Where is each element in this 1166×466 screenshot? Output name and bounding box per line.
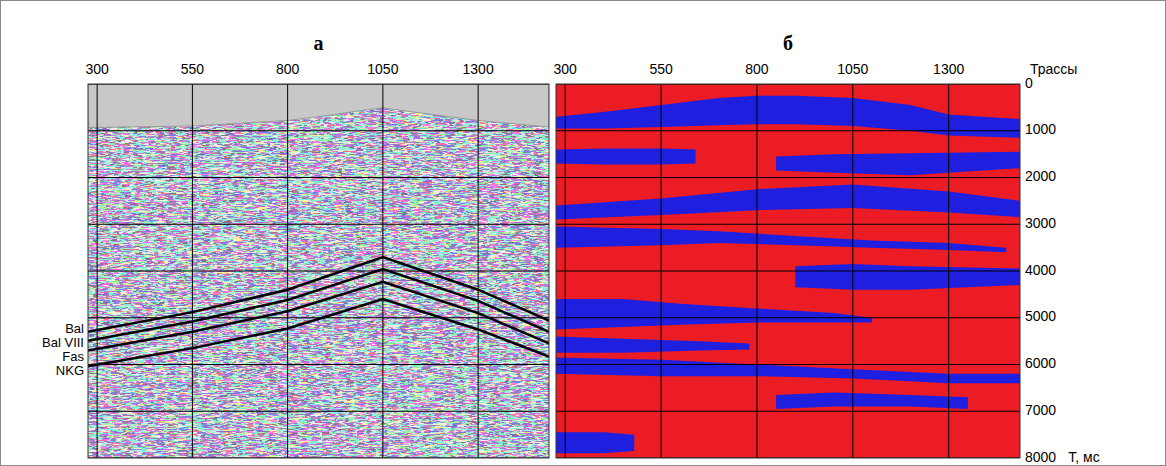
grid-y [556,271,1020,272]
x-tick-label: 300 [85,61,109,77]
y-tick-label: 1000 [1025,121,1056,137]
panel-letter: а [314,32,324,54]
blue-band [556,185,1020,220]
y-tick-label: 2000 [1025,168,1056,184]
blue-band [556,299,872,329]
blue-band [556,96,1020,138]
blue-band [556,336,749,352]
grid-y [556,177,1020,178]
blue-band [776,152,1020,175]
y-tick-label: 6000 [1025,355,1056,371]
plot-frame [556,84,1020,458]
x-tick-label: 800 [745,61,769,77]
blue-band [556,357,1020,383]
x-tick-label: 1050 [367,61,398,77]
blue-band [556,227,1006,253]
blue-band [795,264,1020,290]
grid-y [556,130,1020,131]
horizon [88,299,549,366]
background-class [556,84,1020,458]
grid-y [88,130,549,131]
surface-area [88,84,549,127]
x-tick-label: 1300 [463,61,494,77]
y-tick-label: 7000 [1025,402,1056,418]
x-tick-label: 300 [554,61,578,77]
figure: BalBal VIIIFasNKG 300 550 800 1050 1300 а 300 55… [0,0,1166,466]
y-tick-label: 8000 [1025,449,1056,465]
y-tick-label: 5000 [1025,308,1056,324]
horizon [88,257,549,332]
horizon [88,282,549,351]
grid-y [88,271,549,272]
x-axis-title: Трассы [1030,61,1077,77]
x-tick-label: 800 [276,61,300,77]
x-tick-label: 550 [649,61,673,77]
grid-y [88,177,549,178]
grid-y [88,411,549,412]
y-axis-title: T, мс [1068,449,1099,465]
plot-frame [88,84,549,458]
horizon-label: Bal VIII [42,335,84,350]
horizon-label: Fas [62,349,84,364]
horizon-label: Bal [65,321,84,336]
grid-y [556,411,1020,412]
grid-y [88,224,549,225]
plot-area [88,84,549,458]
y-tick-label: 0 [1025,75,1033,91]
y-tick-label: 3000 [1025,215,1056,231]
outer-frame [1,1,1166,466]
grid-y [556,364,1020,365]
y-tick-label: 4000 [1025,262,1056,278]
horizon-label: NKG [56,363,84,378]
x-tick-label: 1300 [933,61,964,77]
grid-y [556,317,1020,318]
grid-y [88,364,549,365]
blue-band [556,432,634,453]
x-tick-label: 550 [181,61,205,77]
x-tick-label: 1050 [837,61,868,77]
grid-y [556,224,1020,225]
blue-band [556,149,696,165]
blue-band [776,393,968,409]
plot-area [556,84,1020,458]
panel-letter: б [783,32,793,54]
seismic-image [88,84,549,458]
